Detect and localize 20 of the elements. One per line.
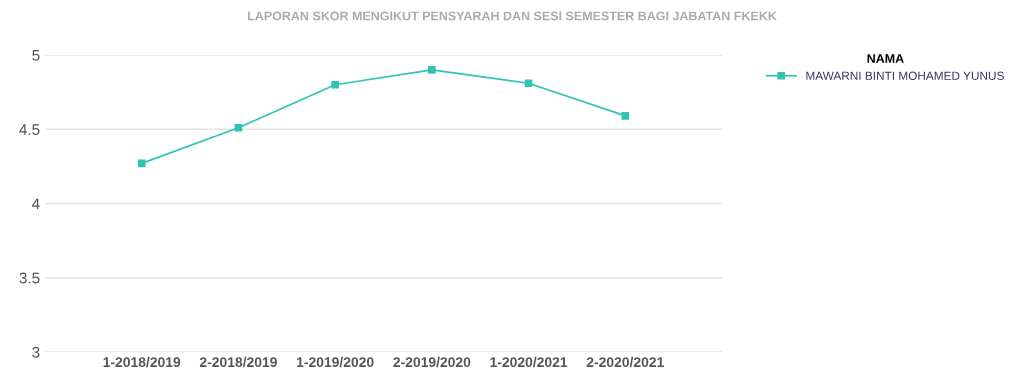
y-tick-label: 3 [32,346,40,358]
point [331,80,339,89]
x-tick-label: 2-2019/2020 [393,356,471,368]
x-tick-label: 1-2019/2020 [297,356,374,368]
y-tick-label: 3.5 [19,272,40,284]
x-tick-label: 1-2020/2021 [490,356,568,368]
chart-title: LAPORAN SKOR MENGIKUT PENSYARAH DAN SESI SEMESTER BAGI JABATAN FKEKK [247,11,777,21]
legend-label: MAWARNI BINTI MOHAMED YUNUS [806,71,1004,80]
x-tick-label: 2-2018/2019 [199,356,277,368]
y-tick-label: 5 [32,50,40,61]
y-tick-label: 4.5 [19,124,40,135]
point [621,112,630,120]
legend-title: NAMA [867,54,904,63]
point [234,123,243,132]
x-tick-label: 1-2018/2019 [103,356,181,368]
x-tick-label: 2-2020/2021 [586,356,664,368]
point [137,159,146,168]
point [524,79,533,88]
point [428,66,436,74]
y-tick-label: 4 [31,198,40,210]
